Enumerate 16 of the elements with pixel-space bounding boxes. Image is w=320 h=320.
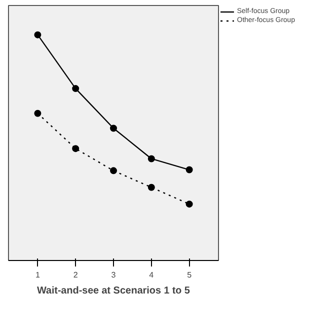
x-tick-label: 3	[111, 270, 116, 280]
x-tick-label: 2	[73, 270, 78, 280]
point	[186, 166, 193, 174]
point	[110, 167, 117, 174]
x-tick-label: 5	[187, 270, 192, 280]
point	[72, 145, 80, 152]
x-tick-label: 1	[35, 270, 40, 280]
point	[110, 124, 117, 132]
point	[186, 200, 193, 208]
point	[148, 184, 155, 191]
x-axis-title: Wait-and-see at Scenarios 1 to 5	[36, 286, 190, 296]
point	[34, 110, 42, 117]
point	[72, 85, 80, 92]
point	[34, 31, 42, 38]
x-tick-label: 4	[149, 270, 154, 280]
point	[148, 155, 155, 162]
